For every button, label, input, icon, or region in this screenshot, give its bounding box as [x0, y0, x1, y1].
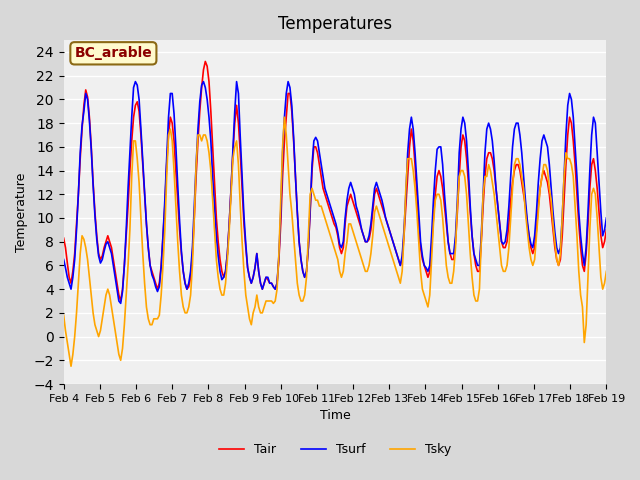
Tsurf — [536, 156, 544, 162]
Title: Temperatures: Temperatures — [278, 15, 392, 33]
Tair — [415, 221, 422, 227]
Tair — [303, 268, 310, 274]
Tair — [202, 59, 209, 64]
Tsky — [60, 312, 67, 318]
Tsurf — [104, 239, 111, 245]
Line: Tair: Tair — [63, 61, 606, 301]
Tair — [132, 102, 140, 108]
Tair — [117, 298, 125, 304]
Tsurf — [415, 209, 422, 215]
Tair — [602, 227, 610, 233]
Tsurf — [132, 79, 140, 84]
Tsurf — [60, 257, 67, 263]
Tair — [467, 209, 474, 215]
Tsurf — [602, 215, 610, 221]
Tsky — [67, 363, 75, 369]
Y-axis label: Temperature: Temperature — [15, 172, 28, 252]
X-axis label: Time: Time — [319, 409, 350, 422]
Tair — [104, 233, 111, 239]
Tsurf — [303, 268, 310, 274]
Tair — [536, 185, 544, 191]
Tsky — [132, 138, 140, 144]
Tsurf — [133, 82, 141, 88]
Tsky — [106, 292, 113, 298]
Tsky — [467, 251, 474, 256]
Tsky — [280, 114, 288, 120]
Line: Tsky: Tsky — [63, 117, 606, 366]
Legend: Tair, Tsurf, Tsky: Tair, Tsurf, Tsky — [214, 438, 456, 461]
Tsurf — [467, 203, 474, 209]
Tsurf — [117, 300, 125, 306]
Tair — [60, 235, 67, 241]
Tsky — [536, 185, 544, 191]
Tsky — [602, 268, 610, 274]
Tsky — [303, 275, 310, 280]
Tsky — [415, 239, 422, 245]
Line: Tsurf: Tsurf — [63, 82, 606, 303]
Text: BC_arable: BC_arable — [74, 46, 152, 60]
